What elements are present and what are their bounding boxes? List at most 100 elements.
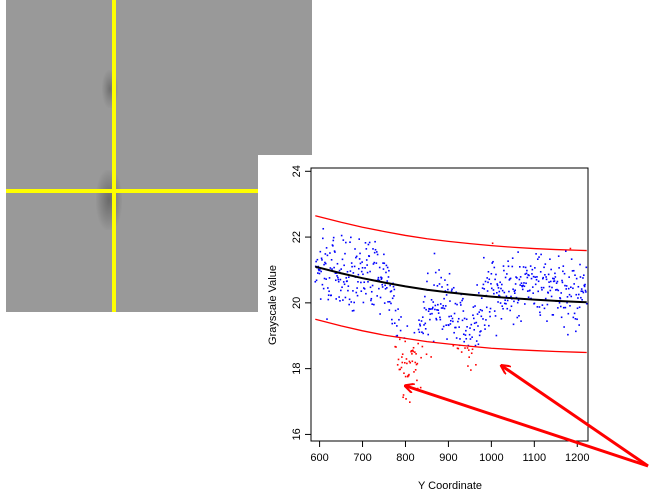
data-point: [406, 375, 409, 378]
data-point: [429, 318, 431, 321]
data-point: [525, 282, 527, 285]
data-point: [471, 336, 473, 338]
data-point: [468, 333, 471, 336]
data-point: [546, 320, 548, 322]
data-point: [442, 304, 445, 307]
data-point: [381, 283, 384, 286]
data-point: [373, 251, 376, 254]
data-point: [558, 267, 560, 269]
data-point: [492, 260, 494, 263]
data-point: [422, 332, 424, 335]
data-point: [423, 307, 426, 309]
y-tick-label: 18: [291, 363, 303, 375]
data-point: [539, 271, 542, 273]
data-point: [558, 302, 561, 304]
data-point: [506, 307, 509, 310]
data-point: [323, 263, 325, 266]
data-point: [510, 305, 513, 308]
data-point: [505, 302, 507, 305]
data-point: [572, 269, 575, 272]
data-point: [382, 262, 384, 264]
data-point: [351, 265, 353, 268]
data-point: [388, 269, 390, 272]
data-point: [355, 256, 357, 259]
data-point: [544, 274, 546, 276]
data-point: [571, 270, 574, 272]
data-point: [481, 287, 484, 289]
data-point: [390, 302, 392, 305]
data-point: [380, 277, 383, 279]
data-point: [465, 337, 468, 340]
data-point: [504, 276, 507, 279]
data-point: [326, 318, 328, 320]
data-point: [386, 280, 389, 282]
data-point: [527, 274, 529, 276]
data-point: [422, 301, 425, 303]
data-point: [470, 369, 472, 371]
x-tick-label: 1000: [479, 452, 503, 464]
data-point: [338, 269, 341, 272]
data-point: [403, 372, 405, 375]
data-point: [431, 307, 434, 310]
data-point: [464, 334, 467, 336]
data-point: [479, 308, 482, 311]
data-point: [449, 323, 452, 325]
data-point: [536, 306, 539, 308]
data-point: [412, 350, 414, 353]
data-point: [357, 281, 359, 283]
data-point: [533, 302, 536, 305]
data-point: [552, 314, 555, 316]
data-point: [499, 281, 501, 284]
data-point: [465, 318, 468, 321]
data-point: [352, 309, 355, 312]
data-point: [353, 265, 356, 268]
data-point: [507, 265, 510, 268]
data-point: [433, 284, 435, 286]
data-point: [565, 285, 568, 287]
data-point: [563, 272, 566, 275]
data-point: [394, 309, 397, 312]
data-point: [354, 248, 356, 250]
data-point: [461, 299, 463, 302]
data-point: [480, 330, 482, 332]
data-point: [372, 263, 375, 265]
data-point: [365, 292, 367, 295]
data-point: [578, 324, 580, 326]
data-point: [496, 283, 499, 285]
data-point: [524, 273, 527, 275]
data-point: [477, 325, 479, 327]
data-point: [468, 356, 470, 358]
data-point: [337, 278, 340, 281]
y-axis-label: Grayscale Value: [267, 265, 279, 345]
data-point: [444, 279, 446, 281]
data-point: [484, 280, 487, 283]
data-point: [490, 287, 493, 290]
data-point: [500, 287, 502, 290]
data-point: [453, 331, 455, 334]
data-point: [425, 353, 428, 356]
data-point: [426, 272, 429, 275]
data-point: [540, 286, 543, 289]
data-point: [393, 295, 395, 297]
data-point: [459, 338, 461, 340]
data-point: [352, 290, 354, 292]
data-point: [331, 268, 333, 270]
data-point: [363, 281, 366, 284]
data-point: [386, 266, 389, 269]
data-point: [503, 269, 505, 272]
data-point: [431, 312, 433, 315]
data-point: [447, 288, 449, 291]
data-point: [568, 293, 571, 296]
data-point: [501, 305, 504, 307]
data-point: [502, 265, 505, 267]
data-point: [497, 287, 500, 289]
data-point: [419, 324, 422, 327]
data-point: [532, 292, 534, 294]
data-point: [439, 316, 441, 319]
data-point: [403, 361, 406, 364]
data-point: [385, 271, 387, 274]
data-point: [463, 317, 466, 320]
data-point: [499, 302, 502, 304]
data-point: [553, 280, 556, 282]
data-point: [579, 276, 582, 278]
